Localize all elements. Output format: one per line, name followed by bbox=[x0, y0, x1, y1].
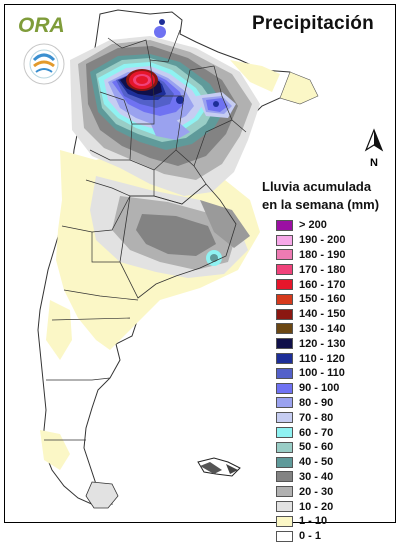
ora-logo: ORA bbox=[18, 14, 65, 85]
legend-item: 50 - 60 bbox=[276, 440, 345, 455]
legend-item: 20 - 30 bbox=[276, 484, 345, 499]
legend-item: 90 - 100 bbox=[276, 381, 345, 396]
legend-item: > 200 bbox=[276, 218, 345, 233]
legend-swatch bbox=[276, 456, 293, 468]
legend-item: 120 - 130 bbox=[276, 336, 345, 351]
legend-label: 1 - 10 bbox=[299, 515, 328, 528]
legend-label: 140 - 150 bbox=[299, 308, 346, 321]
legend-label: 30 - 40 bbox=[299, 470, 334, 483]
legend-label: > 200 bbox=[299, 219, 327, 232]
legend-swatch bbox=[276, 264, 293, 276]
legend-swatch bbox=[276, 471, 293, 483]
legend-item: 0 - 1 bbox=[276, 529, 345, 544]
legend-title-line2: en la semana (mm) bbox=[262, 197, 380, 212]
legend-swatch bbox=[276, 382, 293, 394]
legend-label: 40 - 50 bbox=[299, 456, 334, 469]
north-arrow-icon bbox=[364, 128, 384, 152]
legend-item: 160 - 170 bbox=[276, 277, 345, 292]
legend-label: 130 - 140 bbox=[299, 322, 346, 335]
legend-swatch bbox=[276, 279, 293, 291]
neighbor-outline bbox=[279, 71, 319, 105]
legend-swatch bbox=[276, 412, 293, 424]
legend-item: 30 - 40 bbox=[276, 470, 345, 485]
legend-label: 150 - 160 bbox=[299, 293, 346, 306]
map-title: Precipitación bbox=[252, 13, 374, 34]
legend-item: 190 - 200 bbox=[276, 233, 345, 248]
legend-item: 110 - 120 bbox=[276, 351, 345, 366]
legend-swatch bbox=[276, 338, 293, 350]
legend-item: 180 - 190 bbox=[276, 248, 345, 263]
legend-swatch bbox=[276, 397, 293, 409]
legend-swatch bbox=[276, 308, 293, 320]
legend-label: 10 - 20 bbox=[299, 500, 334, 513]
legend-label: 190 - 200 bbox=[299, 234, 346, 247]
legend-swatch bbox=[276, 515, 293, 527]
legend-swatch bbox=[276, 427, 293, 439]
legend-item: 140 - 150 bbox=[276, 307, 345, 322]
legend-label: 110 - 120 bbox=[299, 352, 345, 365]
legend-item: 170 - 180 bbox=[276, 262, 345, 277]
legend-title: Lluvia acumulada en la semana (mm) bbox=[262, 178, 392, 214]
legend: > 200 190 - 200 180 - 190 170 - 180 160 - 17… bbox=[276, 218, 345, 544]
legend-label: 90 - 100 bbox=[299, 382, 340, 395]
legend-item: 60 - 70 bbox=[276, 425, 345, 440]
legend-item: 130 - 140 bbox=[276, 322, 345, 337]
legend-label: 170 - 180 bbox=[299, 263, 346, 276]
legend-swatch bbox=[276, 323, 293, 335]
legend-item: 70 - 80 bbox=[276, 410, 345, 425]
legend-label: 100 - 110 bbox=[299, 367, 345, 380]
legend-swatch bbox=[276, 249, 293, 261]
legend-swatch bbox=[276, 353, 293, 365]
legend-label: 80 - 90 bbox=[299, 396, 334, 409]
tierra-del-fuego bbox=[85, 481, 119, 509]
legend-item: 1 - 10 bbox=[276, 514, 345, 529]
legend-item: 80 - 90 bbox=[276, 396, 345, 411]
legend-swatch bbox=[276, 234, 293, 246]
north-label: N bbox=[370, 157, 378, 169]
legend-label: 0 - 1 bbox=[299, 530, 322, 543]
legend-swatch bbox=[276, 501, 293, 513]
legend-swatch bbox=[276, 367, 293, 379]
legend-swatch bbox=[276, 293, 293, 305]
legend-label: 20 - 30 bbox=[299, 485, 334, 498]
legend-item: 150 - 160 bbox=[276, 292, 345, 307]
legend-swatch bbox=[276, 219, 293, 231]
legend-label: 60 - 70 bbox=[299, 426, 334, 439]
legend-label: 50 - 60 bbox=[299, 441, 334, 454]
legend-item: 40 - 50 bbox=[276, 455, 345, 470]
buenos-aires-province bbox=[119, 183, 237, 299]
legend-label: 160 - 170 bbox=[299, 278, 346, 291]
legend-label: 70 - 80 bbox=[299, 411, 334, 424]
legend-swatch bbox=[276, 486, 293, 498]
precipitation-map: ORA bbox=[18, 9, 384, 509]
legend-item: 100 - 110 bbox=[276, 366, 345, 381]
legend-label: 180 - 190 bbox=[299, 248, 346, 261]
logo-text: ORA bbox=[18, 14, 65, 37]
legend-label: 120 - 130 bbox=[299, 337, 346, 350]
legend-title-line1: Lluvia acumulada bbox=[262, 179, 372, 194]
legend-swatch bbox=[276, 441, 293, 453]
legend-item: 10 - 20 bbox=[276, 499, 345, 514]
legend-swatch bbox=[276, 530, 293, 542]
